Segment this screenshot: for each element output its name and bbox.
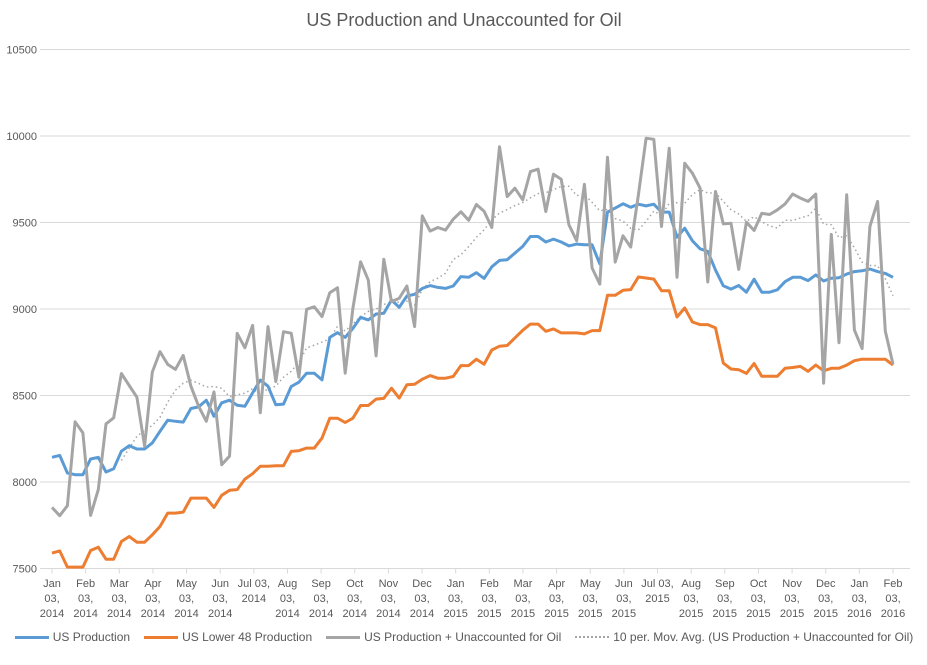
x-tick-label: Jul 03, 2014 (238, 578, 270, 605)
x-tick-label: Oct 03, 2014 (343, 578, 367, 620)
legend-label: US Lower 48 Production (182, 630, 313, 644)
y-tick-label: 9500 (13, 218, 37, 230)
x-tick-label: Jan 03, 2016 (847, 578, 871, 620)
x-tick-label: Apr 03, 2014 (141, 578, 165, 620)
series-line-0 (51, 202, 894, 477)
x-tick-label: Sep 03, 2015 (713, 578, 737, 620)
legend-swatch (575, 636, 610, 638)
legend-item-moving-avg: 10 per. Mov. Avg. (US Production + Unacc… (575, 630, 913, 644)
x-tick-label: May 03, 2014 (174, 578, 198, 620)
y-tick-label: 9000 (13, 304, 37, 316)
x-tick-label: Feb 03, 2014 (73, 578, 97, 620)
legend-item-us-production: US Production (14, 630, 131, 644)
legend: US Production US Lower 48 Production US … (0, 630, 928, 644)
legend-label: US Production (52, 630, 131, 644)
legend-label: US Production + Unaccounted for Oil (364, 630, 562, 644)
x-tick-label: Dec 03, 2015 (813, 578, 837, 620)
y-tick-label: 8000 (13, 477, 37, 489)
x-tick-label: Jan 03, 2014 (40, 578, 64, 620)
legend-swatch (326, 635, 361, 639)
y-tick-label: 7500 (13, 564, 37, 576)
x-tick-label: Jan 03, 2015 (443, 578, 467, 620)
x-tick-label: Aug 03, 2015 (679, 578, 703, 620)
legend-label: 10 per. Mov. Avg. (US Production + Unacc… (613, 630, 914, 644)
x-tick-label: Nov 03, 2015 (780, 578, 804, 620)
x-tick-label: Jun 03, 2014 (208, 578, 232, 620)
x-tick-label: Dec 03, 2014 (410, 578, 434, 620)
legend-swatch (144, 635, 179, 639)
series-line-moving-average (120, 185, 894, 461)
x-tick-label: Nov 03, 2014 (376, 578, 400, 620)
legend-swatch (14, 635, 49, 639)
x-tick-label: Oct 03, 2015 (746, 578, 770, 620)
x-tick-label: Jul 03, 2015 (641, 578, 673, 605)
legend-item-unaccounted: US Production + Unaccounted for Oil (326, 630, 561, 644)
x-tick-label: Mar 03, 2014 (107, 578, 131, 620)
x-tick-label: Sep 03, 2014 (309, 578, 333, 620)
x-tick-label: May 03, 2015 (578, 578, 602, 620)
x-tick-label: Feb 03, 2016 (881, 578, 905, 620)
x-tick-label: Aug 03, 2014 (275, 578, 299, 620)
series-line-1 (51, 275, 894, 569)
legend-item-lower48: US Lower 48 Production (144, 630, 312, 644)
x-tick-label: Feb 03, 2015 (477, 578, 501, 620)
x-tick-label: Jun 03, 2015 (612, 578, 636, 620)
chart-title: US Production and Unaccounted for Oil (306, 10, 622, 30)
series-line-2 (50, 136, 895, 518)
y-tick-label: 10500 (6, 45, 37, 57)
y-tick-label: 10000 (6, 131, 37, 143)
x-tick-label: Mar 03, 2015 (511, 578, 535, 620)
y-tick-label: 8500 (13, 391, 37, 403)
x-tick-label: Apr 03, 2015 (544, 578, 568, 620)
